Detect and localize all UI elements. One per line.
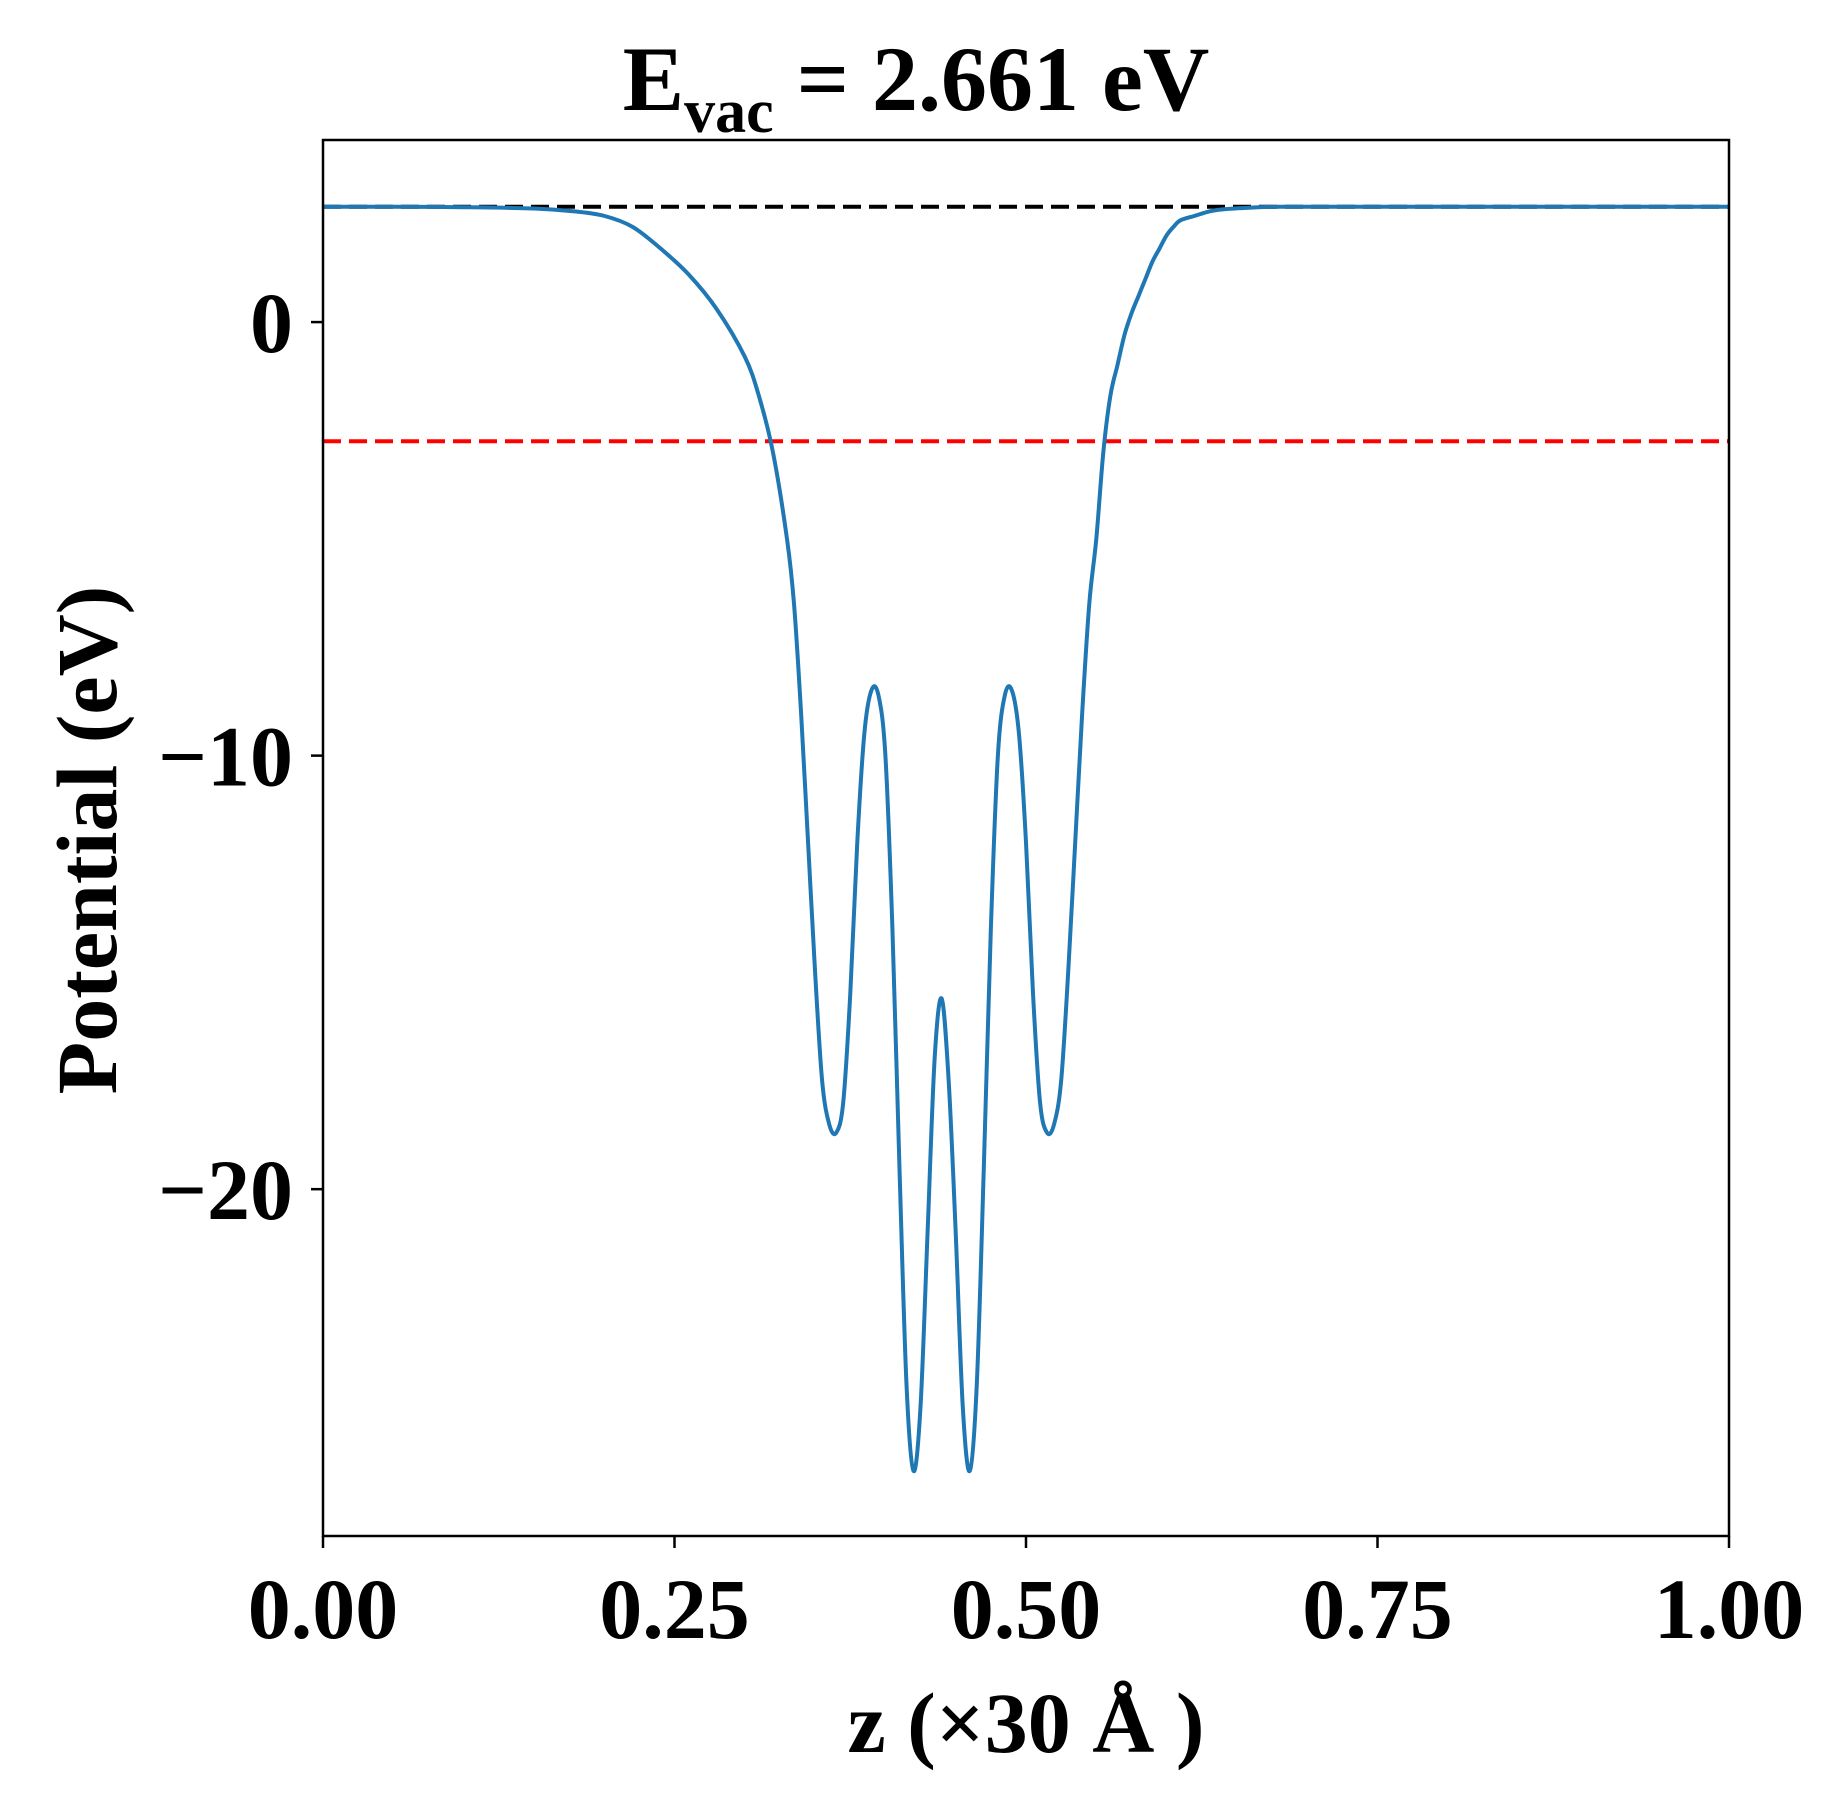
x-tick-label: 0.50 [951, 1561, 1102, 1657]
title-subscript: vac [684, 78, 774, 146]
y-tick-label: −20 [158, 1142, 293, 1238]
x-tick-label: 0.75 [1302, 1561, 1453, 1657]
plot-area [323, 204, 1729, 1473]
y-axis: 0 −10 −20 [158, 275, 323, 1238]
potential-series-line [323, 204, 1729, 1473]
chart-title: Evac = 2.661 eV [623, 28, 1210, 146]
x-tick-label: 0.25 [599, 1561, 750, 1657]
y-tick-label: 0 [250, 275, 293, 371]
x-tick-label: 1.00 [1654, 1561, 1805, 1657]
x-tick-label: 0.00 [248, 1561, 399, 1657]
title-value: = 2.661 eV [774, 28, 1210, 130]
title-symbol: E [623, 28, 684, 130]
y-tick-label: −10 [158, 709, 293, 805]
x-axis: 0.00 0.25 0.50 0.75 1.00 [248, 1536, 1805, 1657]
x-axis-label: z (×30 Å ) [847, 1675, 1204, 1771]
y-axis-label: Potential (eV) [39, 586, 135, 1095]
